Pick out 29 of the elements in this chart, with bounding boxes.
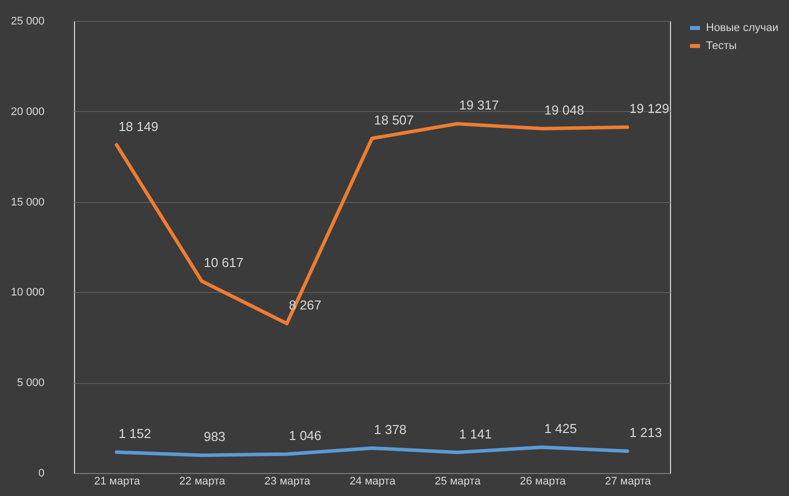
y-tick-label: 15 000 [10,196,44,208]
legend-label: Тесты [706,40,737,52]
data-label: 18 507 [374,112,414,128]
data-label: 983 [204,429,226,444]
data-label: 19 048 [544,102,584,118]
y-tick-label: 10 000 [10,286,44,299]
data-label: 10 617 [204,255,244,270]
data-label: 1 141 [459,426,492,442]
data-label: 1 425 [544,421,577,436]
y-tick-label: 25 000 [10,16,44,28]
data-label: 18 149 [118,118,158,134]
data-label: 1 213 [629,425,662,440]
data-label: 1 046 [288,428,322,444]
x-tick-label: 26 марта [520,476,567,488]
data-label: 19 317 [459,98,499,113]
x-tick-label: 21 марта [94,476,141,488]
x-tick-label: 23 марта [264,476,312,488]
x-tick-label: 27 марта [604,476,652,488]
line-series [114,445,630,457]
x-tick-label: 25 марта [434,476,482,488]
x-tick-label: 24 марта [350,476,396,488]
y-tick-label: 5 000 [16,377,44,390]
y-tick-label: 20 000 [10,106,44,118]
legend-label: Новые случаи [706,22,778,34]
data-label: 19 129 [629,101,670,116]
data-label: 1 152 [118,426,152,442]
data-label: 1 378 [374,422,407,438]
y-tick-label: 0 [38,468,44,480]
x-tick-label: 22 марта [179,476,226,488]
